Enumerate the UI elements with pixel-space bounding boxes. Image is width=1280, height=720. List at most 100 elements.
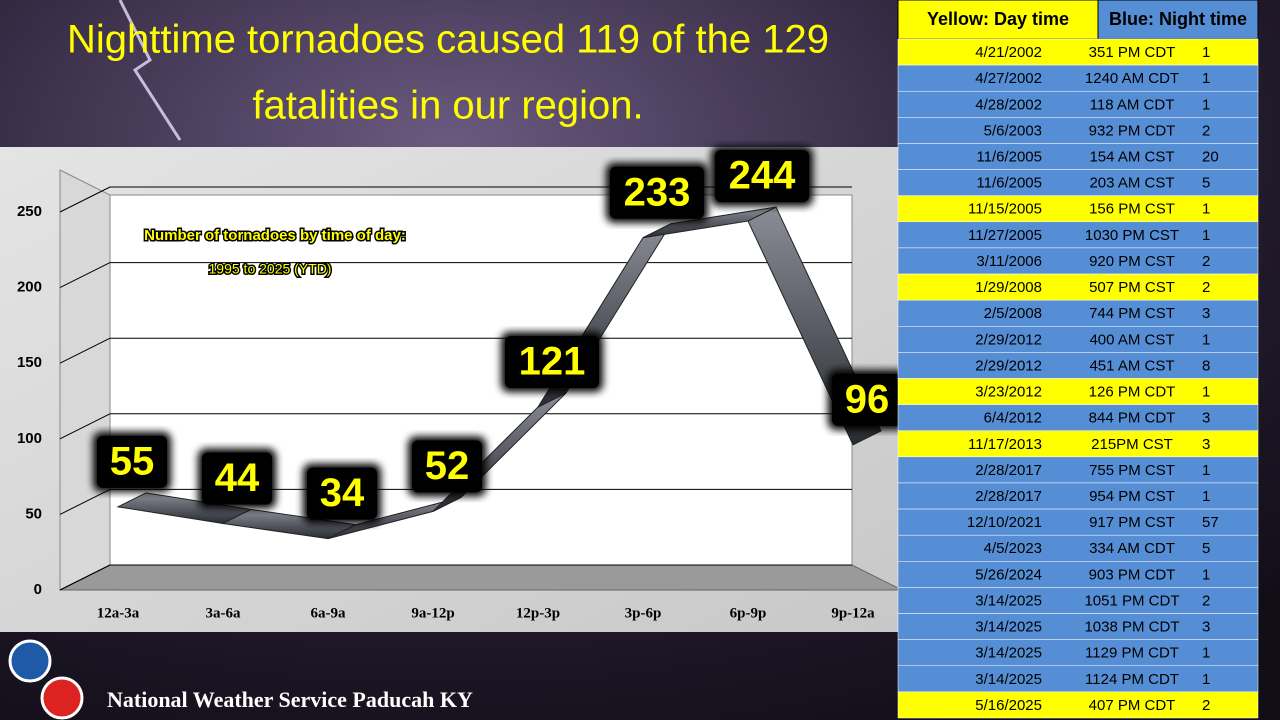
lightning xyxy=(118,0,182,141)
grid-line xyxy=(59,564,111,591)
y-tick-label: 0 xyxy=(34,581,42,598)
time-cell: 1030 PM CST xyxy=(1085,227,1179,244)
table-row xyxy=(897,195,1259,223)
deaths-cell: 1 xyxy=(1202,227,1210,244)
deaths-cell: 1 xyxy=(1202,331,1210,348)
time-cell: 203 AM CST xyxy=(1089,175,1174,192)
date-cell: 4/28/2002 xyxy=(975,96,1042,113)
table-row xyxy=(897,117,1259,144)
date-cell: 5/26/2024 xyxy=(975,566,1042,583)
date-cell: 5/6/2003 xyxy=(984,122,1042,139)
time-cell: 407 PM CDT xyxy=(1089,697,1176,714)
nws-logo xyxy=(40,676,84,720)
floor xyxy=(59,564,903,591)
data-label: 52 xyxy=(425,444,470,488)
side-wall xyxy=(59,169,111,591)
deaths-cell: 57 xyxy=(1202,514,1219,531)
date-cell: 6/4/2012 xyxy=(984,410,1042,427)
deaths-cell: 1 xyxy=(1202,566,1210,583)
table-row xyxy=(897,169,1259,196)
deaths-cell: 1 xyxy=(1202,384,1210,401)
deaths-cell: 3 xyxy=(1202,619,1210,636)
table-row xyxy=(897,352,1259,379)
y-tick-label: 150 xyxy=(17,354,42,371)
time-cell: 1129 PM CDT xyxy=(1085,645,1179,662)
table-row xyxy=(897,691,1259,719)
deaths-cell: 8 xyxy=(1202,357,1210,374)
data-label: 121 xyxy=(519,340,586,384)
time-cell: 334 AM CDT xyxy=(1089,540,1175,557)
date-cell: 3/14/2025 xyxy=(975,619,1042,636)
date-cell: 2/5/2008 xyxy=(984,305,1042,322)
data-label: 34 xyxy=(320,471,365,515)
date-cell: 3/23/2012 xyxy=(975,384,1042,401)
x-tick-label: 9a-12p xyxy=(411,605,454,621)
date-cell: 3/11/2006 xyxy=(976,253,1042,270)
time-cell: 1124 PM CDT xyxy=(1085,671,1179,688)
title: fatalities in our region. xyxy=(252,84,643,128)
label-box xyxy=(832,373,902,426)
table-row xyxy=(897,456,1259,484)
grid-line xyxy=(59,488,111,515)
time-cell: 920 PM CST xyxy=(1089,253,1175,270)
y-tick-label: 250 xyxy=(17,203,42,220)
x-tick-label: 12p-3p xyxy=(516,605,560,621)
label-box xyxy=(412,440,482,493)
table-row xyxy=(897,273,1259,301)
date-cell: 11/27/2005 xyxy=(968,227,1042,244)
deaths-cell: 5 xyxy=(1202,540,1210,557)
time-cell: 507 PM CST xyxy=(1089,279,1175,296)
label-box xyxy=(97,435,167,488)
date-cell: 11/17/2013 xyxy=(968,436,1042,453)
date-cell: 11/6/2005 xyxy=(976,148,1042,165)
deaths-cell: 2 xyxy=(1202,122,1210,139)
table: Yellow: Day time Blue: Night time 4/21/200… xyxy=(897,0,1259,719)
label-box xyxy=(307,467,377,520)
table-row xyxy=(897,613,1259,640)
deaths-cell: 2 xyxy=(1202,253,1210,270)
table-row xyxy=(897,404,1259,431)
data-label: 44 xyxy=(215,456,260,500)
deaths-cell: 20 xyxy=(1202,148,1219,165)
date-cell: 3/14/2025 xyxy=(975,592,1042,609)
time-cell: 400 AM CST xyxy=(1089,331,1174,348)
deaths-cell: 3 xyxy=(1202,410,1210,427)
plot: 0 50 100 150 200 250 12a-3a 3a-6a 6a-9a 9a-12p 12p… xyxy=(17,146,906,621)
time-cell: 1240 AM CDT xyxy=(1085,70,1179,87)
table-row xyxy=(897,482,1259,510)
label-box xyxy=(505,336,599,389)
grid-line xyxy=(59,262,111,289)
legend-label: Blue: Night time xyxy=(1109,9,1247,29)
deaths-cell: 1 xyxy=(1202,201,1210,218)
table-row xyxy=(897,221,1259,249)
table-row xyxy=(897,247,1259,275)
grid-line xyxy=(59,413,111,440)
label-box xyxy=(715,150,809,203)
label-box xyxy=(202,452,272,505)
noaa-logo xyxy=(8,639,52,683)
time-cell: 451 AM CST xyxy=(1089,357,1174,374)
time-cell: 215PM CST xyxy=(1091,436,1173,453)
date-cell: 3/14/2025 xyxy=(975,671,1042,688)
time-cell: 917 PM CST xyxy=(1089,514,1175,531)
table-row xyxy=(897,378,1259,405)
label-box xyxy=(610,166,704,219)
time-cell: 844 PM CDT xyxy=(1089,410,1176,427)
deaths-cell: 1 xyxy=(1202,488,1210,505)
annotation: 1995 to 2025 (YTD) xyxy=(209,261,332,277)
data-label: 244 xyxy=(729,154,796,198)
deaths-cell: 1 xyxy=(1202,44,1210,61)
deaths-cell: 3 xyxy=(1202,436,1210,453)
data-label: 233 xyxy=(624,170,691,214)
time-cell: 755 PM CST xyxy=(1089,462,1175,479)
title: Nighttime tornadoes caused 119 of the 12… xyxy=(67,18,829,62)
legend-cell xyxy=(897,0,1099,40)
footer: National Weather Service Paducah KY xyxy=(107,687,473,712)
date-cell: 5/16/2025 xyxy=(975,697,1042,714)
deaths-cell: 1 xyxy=(1202,462,1210,479)
time-cell: 932 PM CDT xyxy=(1089,122,1176,139)
date-cell: 4/27/2002 xyxy=(975,70,1042,87)
legend-cell xyxy=(1097,0,1259,40)
deaths-cell: 3 xyxy=(1202,305,1210,322)
